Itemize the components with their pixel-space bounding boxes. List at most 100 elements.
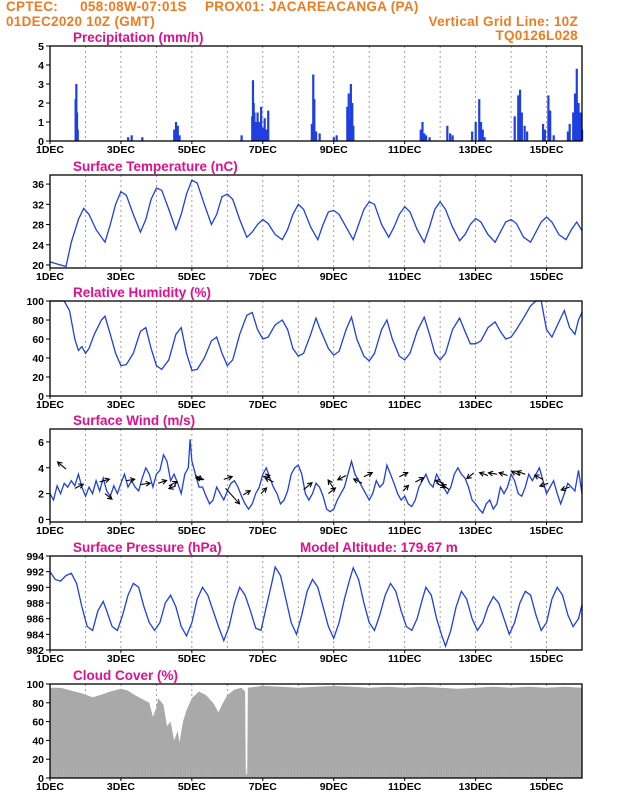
wind-arrow-shaft	[498, 472, 508, 477]
y-tick-label: 100	[26, 296, 44, 308]
precip-bar	[351, 103, 354, 141]
y-tick-label: 20	[32, 372, 44, 384]
wind-arrow-head	[234, 498, 241, 505]
series-line	[49, 439, 583, 515]
y-tick-label: 984	[26, 629, 44, 641]
header-grid-note: Vertical Grid Line: 10Z	[428, 14, 578, 29]
y-tick-label: 80	[32, 315, 44, 327]
precip-bar	[260, 106, 263, 141]
precip-bar	[352, 125, 355, 141]
wind-arrow-head	[227, 475, 234, 481]
precip-bar	[176, 125, 179, 141]
y-tick-label: 1	[38, 117, 44, 129]
x-tick-label: 15DEC	[530, 399, 564, 411]
precip-bar	[261, 127, 264, 141]
wind-arrow-shaft	[441, 483, 450, 491]
wind-arrow-shaft	[539, 482, 549, 487]
y-tick-label: 3	[38, 79, 44, 91]
wind-arrow-head	[560, 485, 567, 492]
wind-arrow	[225, 488, 241, 505]
precip-bar	[566, 131, 570, 141]
wind-arrow-head	[261, 487, 268, 493]
precip-bar	[446, 125, 449, 141]
x-tick-label: 13DEC	[459, 144, 493, 156]
x-tick-label: 5DEC	[178, 781, 206, 793]
wind-arrow-shaft	[363, 472, 373, 478]
x-tick-label: 1DEC	[36, 144, 64, 156]
wind-arrow	[441, 483, 450, 491]
wind-arrow-head	[56, 461, 63, 467]
precip-bar	[178, 135, 181, 141]
precip-bar	[76, 129, 79, 141]
precip-bar	[549, 110, 552, 141]
wind-arrow-shaft	[225, 488, 240, 505]
wind-arrow-head	[352, 478, 359, 484]
wind-arrow-head	[306, 481, 313, 488]
precip-bar	[335, 135, 338, 141]
wind-arrow-shaft	[126, 478, 135, 482]
wind-arrow-shaft	[479, 472, 489, 477]
wind-arrow-shaft	[99, 478, 110, 483]
x-tick-label: 13DEC	[459, 525, 493, 537]
precip-bar	[541, 123, 545, 141]
wind-arrow-shaft	[399, 472, 408, 478]
panel-title: Relative Humidity (%)	[73, 285, 211, 300]
x-tick-label: 5DEC	[178, 271, 206, 283]
panel-frame	[49, 45, 583, 142]
x-tick-label: 13DEC	[459, 653, 493, 665]
precip-bar	[517, 95, 520, 141]
wind-arrow	[538, 482, 549, 488]
wind-arrow-head	[403, 484, 410, 491]
precip-bar	[349, 84, 352, 141]
y-tick-label: 36	[32, 179, 44, 191]
x-tick-label: 15DEC	[530, 271, 564, 283]
panel-title: Precipitation (mm/h)	[73, 30, 204, 45]
precip-bar	[451, 135, 454, 141]
panel-title: Surface Temperature (nC)	[73, 159, 238, 174]
precip-bar	[346, 106, 349, 141]
y-tick-label: 5	[38, 41, 44, 53]
wind-arrow	[74, 483, 85, 489]
precip-bar	[523, 125, 526, 141]
wind-arrow-head	[104, 477, 111, 484]
wind-arrow-shaft	[168, 481, 178, 487]
precip-bar	[315, 131, 318, 141]
panel-4: 982 984 986 988 990 992 994 1DEC 3DEC 5DEC 7DEC 9DE…	[26, 540, 583, 665]
x-tick-label: 1DEC	[36, 781, 64, 793]
precip-bar	[173, 129, 176, 141]
header-source: CPTEC:	[6, 0, 59, 14]
precip-bar	[579, 112, 582, 141]
wind-arrow-head	[538, 482, 545, 488]
precip-bar	[332, 137, 335, 141]
wind-arrow-shaft	[561, 486, 570, 491]
wind-arrow-shaft	[104, 493, 113, 500]
header-model: TQ0126L028	[495, 28, 578, 43]
panel-3: 0 2 4 6 1DEC 3DEC 5DEC 7DEC 9DEC 11DEC 13DEC 15DEC S…	[36, 413, 583, 537]
x-tick-label: 11DEC	[388, 781, 422, 793]
wind-arrow-shaft	[435, 479, 444, 484]
wind-arrow-shaft	[260, 487, 268, 494]
precip-bar	[130, 135, 133, 141]
wind-arrow-shaft	[402, 485, 409, 492]
x-tick-label: 13DEC	[459, 781, 493, 793]
wind-arrow-shaft	[303, 482, 313, 491]
wind-arrow	[126, 477, 136, 483]
wind-arrow	[402, 484, 410, 492]
wind-arrow-shaft	[243, 490, 251, 496]
wind-arrow-head	[465, 473, 472, 480]
x-tick-label: 11DEC	[388, 144, 422, 156]
wind-arrow	[533, 474, 544, 480]
wind-arrow-shaft	[140, 482, 151, 486]
panel-frame	[49, 300, 583, 397]
wind-arrow	[303, 481, 313, 491]
precip-bar	[267, 110, 270, 141]
precip-bar	[568, 123, 571, 141]
y-tick-label: 20	[32, 260, 44, 272]
wind-arrow-head	[434, 479, 441, 485]
precip-bar	[258, 122, 261, 141]
x-tick-label: 15DEC	[530, 781, 564, 793]
x-tick-label: 1DEC	[36, 399, 64, 411]
x-tick-label: 7DEC	[249, 399, 277, 411]
wind-arrow-shaft	[511, 470, 521, 476]
